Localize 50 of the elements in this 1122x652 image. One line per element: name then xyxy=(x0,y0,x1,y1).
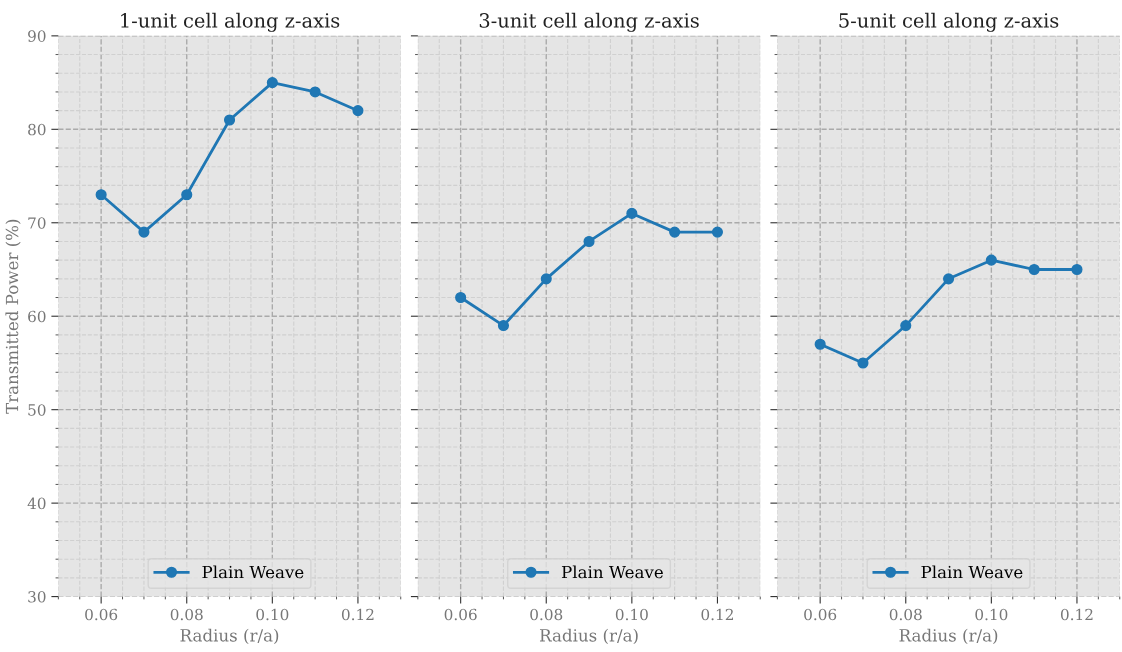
x-tick-label: 0.08 xyxy=(530,608,563,621)
y-axis-title: Transmitted Power (%) xyxy=(5,219,21,414)
x-tick-label: 0.06 xyxy=(444,608,477,621)
x-tick-label: 0.10 xyxy=(975,608,1008,621)
point xyxy=(857,357,869,369)
point xyxy=(1028,263,1040,276)
point xyxy=(223,114,236,126)
x-axis-title: Radius (r/a) xyxy=(899,628,998,644)
point xyxy=(309,86,321,98)
x-tick-label: 0.10 xyxy=(615,608,648,621)
point xyxy=(943,273,955,285)
chart-title: 5-unit cell along z-axis xyxy=(839,12,1059,32)
point xyxy=(1071,263,1083,276)
point xyxy=(814,338,826,350)
point xyxy=(985,254,997,266)
point xyxy=(540,273,552,285)
chart-title: 1-unit cell along z-axis xyxy=(121,12,340,32)
y-tick-label: 50 xyxy=(28,404,46,416)
point xyxy=(497,320,510,332)
point xyxy=(138,226,150,238)
chart-title: 3-unit cell along z-axis xyxy=(479,12,699,32)
x-tick-label: 0.06 xyxy=(85,608,118,621)
x-tick-label: 0.12 xyxy=(1060,608,1093,621)
x-tick-label: 0.12 xyxy=(701,608,733,621)
point xyxy=(583,235,595,248)
y-tick-label: 40 xyxy=(27,497,46,510)
x-tick-label: 0.08 xyxy=(889,608,922,621)
legend-label: Plain Weave xyxy=(561,565,663,579)
point xyxy=(352,105,364,117)
y-tick-label: 60 xyxy=(28,310,46,323)
y-tick-label: 90 xyxy=(28,30,46,42)
point xyxy=(181,189,193,201)
x-tick-label: 0.10 xyxy=(256,608,289,621)
x-axis-title: Radius (r/a) xyxy=(180,628,279,644)
point xyxy=(455,291,467,304)
point xyxy=(95,189,107,201)
legend-label: Plain Weave xyxy=(202,565,304,579)
y-tick-label: 80 xyxy=(28,123,46,136)
legend-label: Plain Weave xyxy=(921,565,1023,579)
y-tick-label: 30 xyxy=(28,591,46,603)
x-tick-label: 0.12 xyxy=(341,608,374,621)
point xyxy=(266,77,278,89)
point xyxy=(900,320,912,332)
y-tick-label: 70 xyxy=(28,217,46,229)
point xyxy=(669,226,681,238)
x-axis-title: Radius (r/a) xyxy=(539,628,638,644)
x-tick-label: 0.08 xyxy=(170,608,203,621)
point xyxy=(626,207,638,219)
point xyxy=(711,226,724,238)
x-tick-label: 0.06 xyxy=(804,608,837,621)
